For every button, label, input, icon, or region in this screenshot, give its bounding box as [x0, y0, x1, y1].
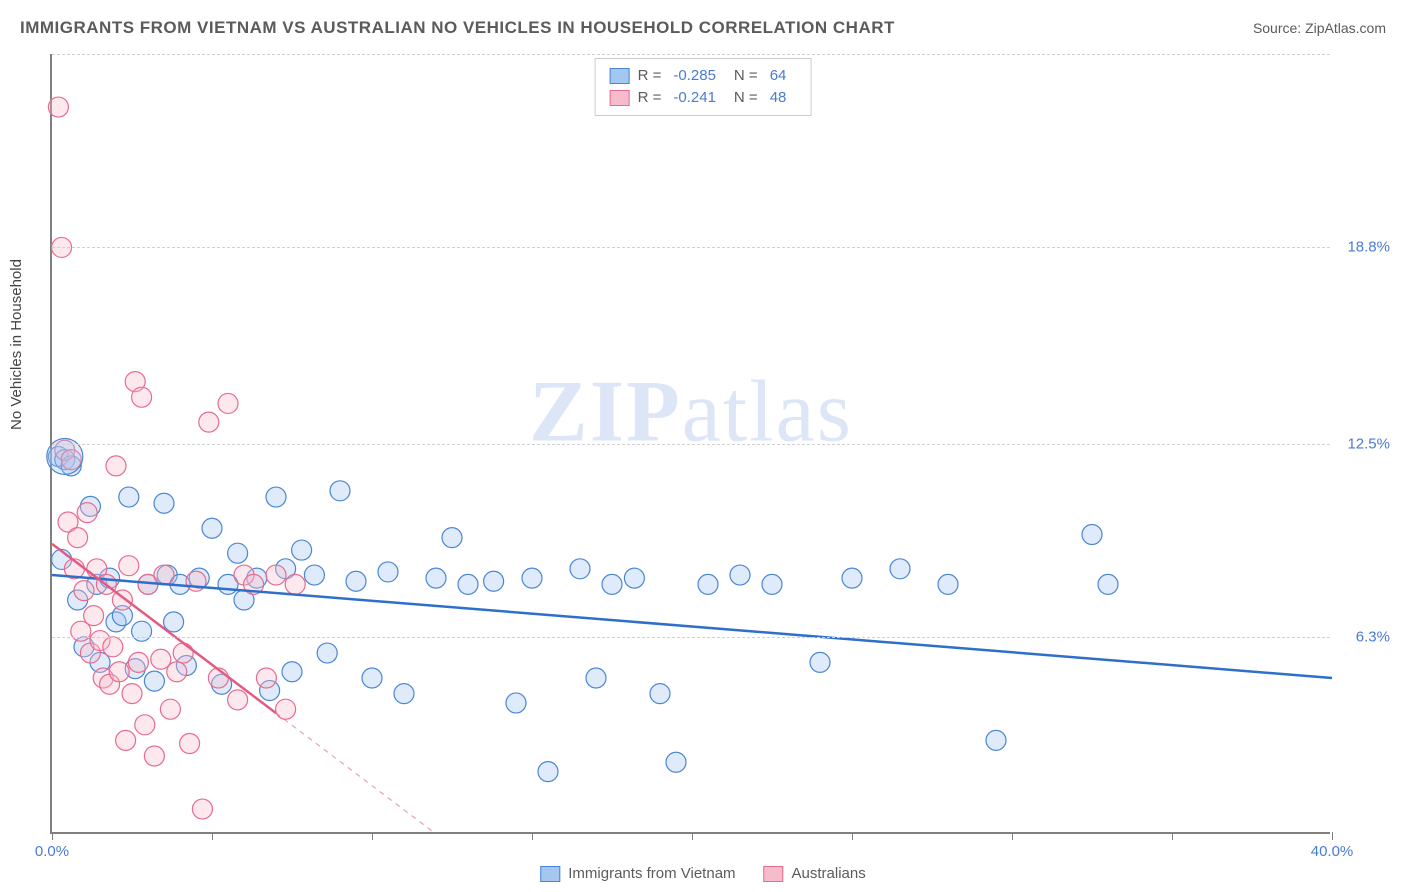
legend-n-label: N =	[734, 87, 758, 109]
y-axis-label: No Vehicles in Household	[8, 259, 25, 430]
xtick-label: 40.0%	[1311, 843, 1354, 860]
chart-svg	[52, 54, 1330, 832]
xtick	[532, 832, 533, 840]
xtick	[1332, 832, 1333, 840]
gridline-h	[52, 444, 1330, 445]
gridline-h	[52, 247, 1330, 248]
xtick	[52, 832, 53, 840]
legend-r-australians: -0.241	[673, 87, 716, 109]
legend-series: Immigrants from Vietnam Australians	[540, 865, 865, 882]
legend-r-label: R =	[638, 87, 662, 109]
gridline-h	[52, 54, 1330, 55]
xtick	[372, 832, 373, 840]
ytick-label: 6.3%	[1356, 629, 1390, 646]
gridline-h	[52, 637, 1330, 638]
xtick	[852, 832, 853, 840]
legend-label-vietnam: Immigrants from Vietnam	[568, 865, 735, 882]
xtick	[692, 832, 693, 840]
swatch-australians	[764, 866, 784, 882]
legend-n-vietnam: 64	[770, 65, 787, 87]
legend-stats-row-vietnam: R = -0.285 N = 64	[610, 65, 797, 87]
plot-area: ZIPatlas 6.3%12.5%18.8%0.0%40.0%	[50, 54, 1330, 834]
swatch-australians	[610, 90, 630, 106]
legend-label-australians: Australians	[792, 865, 866, 882]
legend-r-vietnam: -0.285	[673, 65, 716, 87]
legend-n-label: N =	[734, 65, 758, 87]
ytick-label: 18.8%	[1347, 239, 1390, 256]
source-credit: Source: ZipAtlas.com	[1253, 20, 1386, 36]
legend-stats: R = -0.285 N = 64 R = -0.241 N = 48	[595, 58, 812, 116]
xtick	[212, 832, 213, 840]
legend-item-australians: Australians	[764, 865, 866, 882]
legend-stats-row-australians: R = -0.241 N = 48	[610, 87, 797, 109]
xtick	[1012, 832, 1013, 840]
xtick-label: 0.0%	[35, 843, 69, 860]
source-label: Source:	[1253, 20, 1301, 36]
swatch-vietnam	[540, 866, 560, 882]
legend-item-vietnam: Immigrants from Vietnam	[540, 865, 735, 882]
legend-r-label: R =	[638, 65, 662, 87]
xtick	[1172, 832, 1173, 840]
swatch-vietnam	[610, 68, 630, 84]
source-value: ZipAtlas.com	[1305, 20, 1386, 36]
legend-n-australians: 48	[770, 87, 787, 109]
chart-title: IMMIGRANTS FROM VIETNAM VS AUSTRALIAN NO…	[20, 18, 895, 38]
ytick-label: 12.5%	[1347, 436, 1390, 453]
